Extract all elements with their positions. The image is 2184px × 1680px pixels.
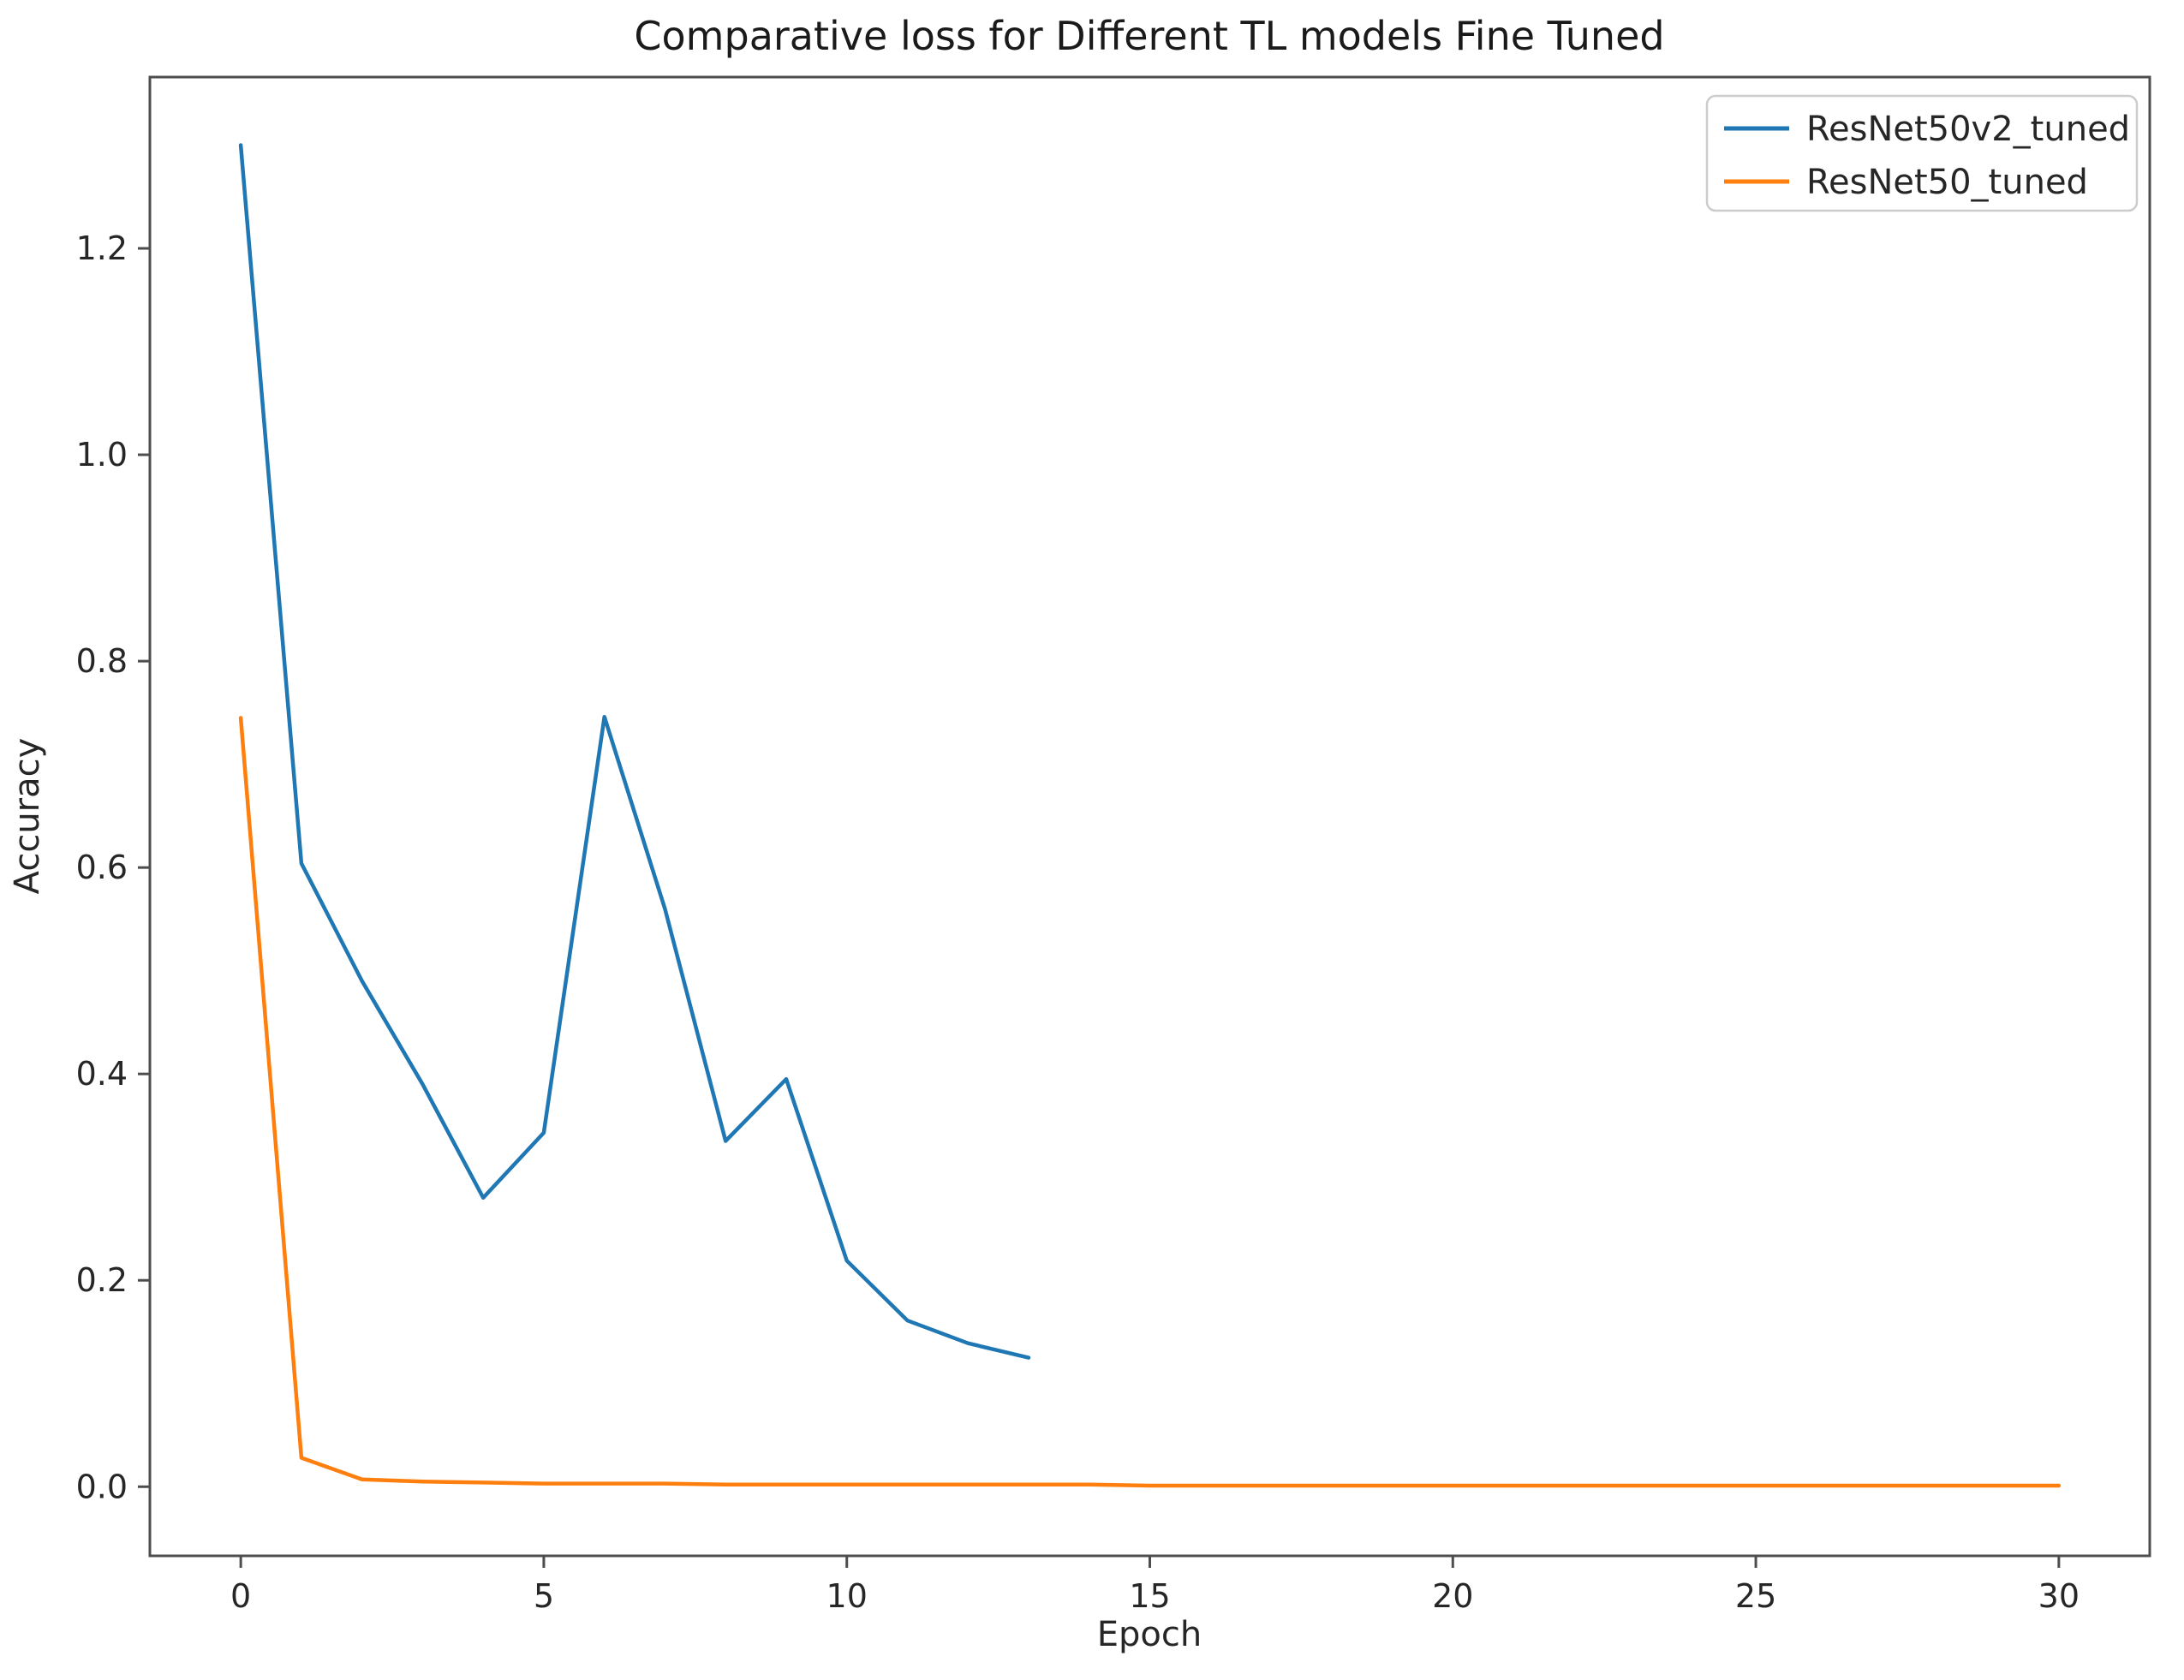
x-tick-label: 25 [1735, 1577, 1776, 1615]
legend-entry-label: ResNet50_tuned [1806, 163, 2088, 202]
x-tick-label: 20 [1432, 1577, 1473, 1615]
legend: ResNet50v2_tuned ResNet50_tuned [1705, 94, 2139, 212]
y-tick-label: 0.0 [76, 1468, 128, 1505]
x-tick-label: 0 [230, 1577, 251, 1615]
legend-entry-label: ResNet50v2_tuned [1806, 110, 2130, 149]
y-tick-label: 0.4 [76, 1055, 128, 1093]
series-group [238, 143, 2062, 1488]
y-tick-label: 0.2 [76, 1261, 128, 1299]
y-tick-label: 1.2 [76, 229, 128, 267]
x-tick-label: 15 [1129, 1577, 1170, 1615]
y-axis-label: Accuracy [8, 738, 47, 895]
legend-box [1705, 94, 2139, 212]
series-line-resnet50v2-tuned [238, 143, 1031, 1360]
series-line-resnet50-tuned [238, 716, 2062, 1488]
x-axis-label: Epoch [1097, 1615, 1202, 1654]
x-tick-label: 5 [534, 1577, 554, 1615]
x-tick-label: 10 [826, 1577, 868, 1615]
x-tick-label: 30 [2038, 1577, 2080, 1615]
y-tick-label: 0.8 [76, 642, 128, 680]
y-tick-label: 0.6 [76, 849, 128, 886]
y-axis: 0.0 0.2 0.4 0.6 0.8 1.0 1.2 [76, 229, 150, 1505]
plot-area [148, 75, 2151, 1558]
y-tick-label: 1.0 [76, 436, 128, 474]
plot-border [148, 75, 2151, 1558]
x-axis: 0 5 10 15 20 25 30 [230, 1556, 2080, 1615]
chart-title: Comparative loss for Different TL models… [634, 13, 1664, 59]
